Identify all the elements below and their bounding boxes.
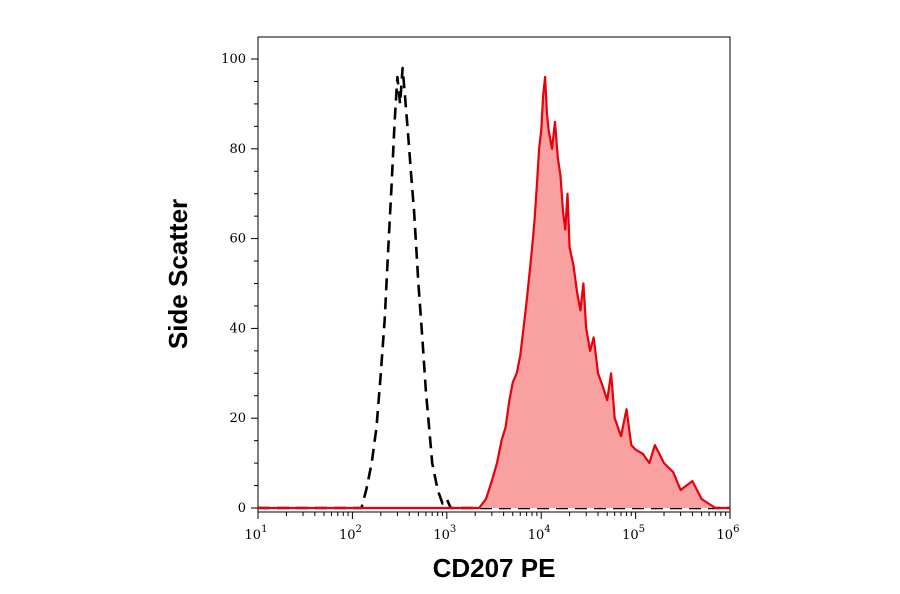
x-axis-title: CD207 PE: [433, 553, 556, 583]
x-tick-label: 101: [245, 524, 268, 543]
y-tick-label: 60: [229, 232, 246, 247]
plot-frame: [257, 36, 731, 513]
series-area-1: [258, 77, 730, 508]
x-tick-label: 103: [433, 524, 456, 543]
x-tick-label: 102: [339, 524, 362, 543]
y-tick-label: 100: [221, 52, 246, 67]
y-tick-label: 20: [229, 411, 246, 426]
y-tick-label: 0: [238, 501, 246, 516]
x-axis: 101 102 103 104 105 106: [245, 512, 740, 543]
y-axis: 0 20 40 60 80 100: [221, 52, 258, 516]
series-line-0: [258, 66, 730, 510]
x-tick-label: 104: [528, 524, 551, 543]
series-layer: [258, 66, 730, 510]
y-tick-label: 80: [229, 142, 246, 157]
x-tick-label: 106: [717, 524, 740, 543]
y-axis-title: Side Scatter: [163, 199, 193, 349]
x-tick-label: 105: [622, 524, 645, 543]
series-line-1: [258, 75, 730, 510]
y-tick-label: 40: [229, 321, 246, 336]
